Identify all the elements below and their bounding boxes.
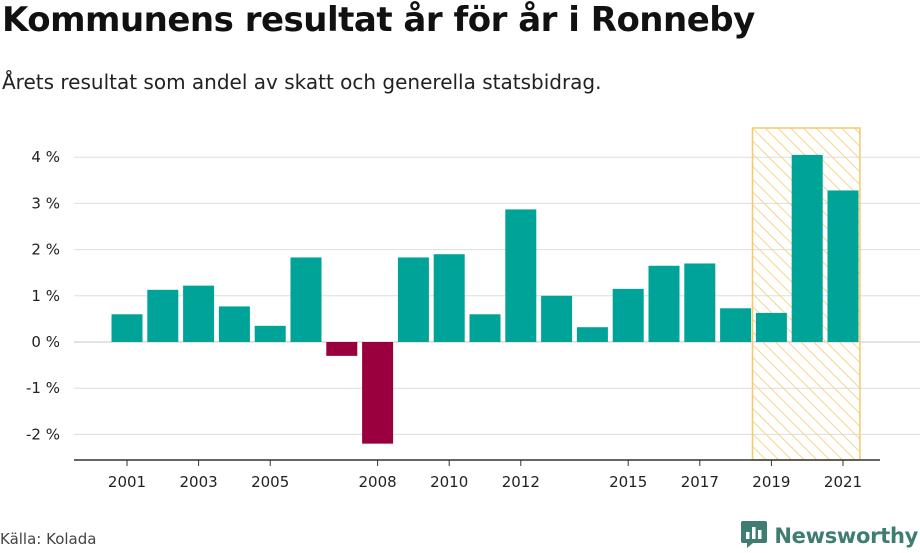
x-tick-label: 2010 bbox=[430, 473, 468, 491]
x-tick-label: 2003 bbox=[180, 473, 218, 491]
axis-layer: -2 % -1 % 0 % 1 % 2 % 3 % 4 % 2001 2003 2005 2008 2… bbox=[26, 148, 880, 491]
x-tick-label: 2017 bbox=[681, 473, 719, 491]
bar-2014 bbox=[576, 327, 608, 342]
x-tick-label: 2001 bbox=[108, 473, 146, 491]
bar-2009 bbox=[397, 257, 429, 342]
x-tick-label: 2008 bbox=[359, 473, 397, 491]
chart-subtitle: Årets resultat som andel av skatt och ge… bbox=[2, 70, 602, 94]
x-tick-label: 2012 bbox=[502, 473, 540, 491]
newsworthy-chart-icon bbox=[740, 519, 768, 553]
bar-2013 bbox=[541, 295, 573, 342]
bar-layer bbox=[111, 154, 859, 444]
x-tick-label: 2019 bbox=[752, 473, 790, 491]
bar-2021 bbox=[827, 190, 859, 342]
bar-2006 bbox=[290, 257, 322, 342]
source-note: Källa: Kolada bbox=[0, 530, 97, 548]
brand-name: Newsworthy bbox=[774, 524, 918, 548]
y-tick-label: -1 % bbox=[26, 379, 60, 397]
bar-2011 bbox=[469, 314, 501, 342]
y-tick-label: -2 % bbox=[26, 425, 60, 443]
bar-2016 bbox=[648, 265, 680, 342]
y-tick-label: 2 % bbox=[31, 241, 60, 259]
bar-2007 bbox=[326, 342, 358, 356]
y-tick-label: 3 % bbox=[31, 194, 60, 212]
brand-logo: Newsworthy bbox=[740, 519, 918, 553]
bar-2018 bbox=[720, 308, 752, 342]
bar-2004 bbox=[218, 306, 250, 342]
bar-2020 bbox=[791, 154, 823, 342]
y-tick-label: 4 % bbox=[31, 148, 60, 166]
bar-2012 bbox=[505, 209, 537, 342]
bar-2017 bbox=[684, 263, 716, 342]
y-tick-label: 0 % bbox=[31, 333, 60, 351]
x-tick-label: 2021 bbox=[824, 473, 862, 491]
bar-2019 bbox=[755, 312, 787, 342]
bar-2005 bbox=[254, 325, 286, 342]
bar-2003 bbox=[183, 285, 215, 342]
bar-2015 bbox=[612, 288, 644, 342]
x-tick-label: 2015 bbox=[609, 473, 647, 491]
bar-2010 bbox=[433, 254, 465, 342]
bar-2008 bbox=[362, 342, 394, 444]
y-tick-label: 1 % bbox=[31, 287, 60, 305]
x-tick-label: 2005 bbox=[251, 473, 289, 491]
bar-2001 bbox=[111, 314, 143, 342]
bar-2002 bbox=[147, 289, 179, 342]
chart-title: Kommunens resultat år för år i Ronneby bbox=[2, 0, 755, 40]
